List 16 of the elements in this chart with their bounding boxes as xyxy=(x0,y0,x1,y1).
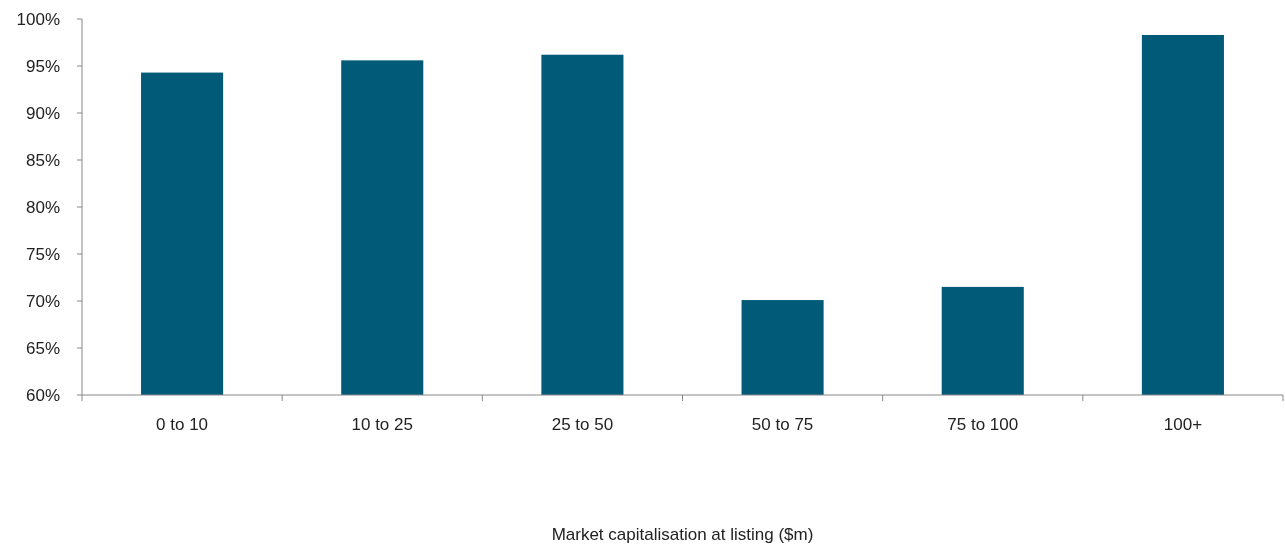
y-tick-label: 80% xyxy=(25,197,60,217)
y-tick-label: 90% xyxy=(25,103,60,123)
x-tick-label: 0 to 10 xyxy=(156,415,209,434)
x-tick-label: 25 to 50 xyxy=(551,415,614,434)
y-tick-label: 100% xyxy=(16,9,60,29)
y-tick-label: 95% xyxy=(25,56,60,76)
y-tick-label: 85% xyxy=(25,150,60,170)
y-tick-label: 75% xyxy=(25,244,60,264)
x-tick-label: 50 to 75 xyxy=(751,415,814,434)
text: Market capitalisation at listing ($m) xyxy=(551,525,814,544)
y-tick-label: 65% xyxy=(25,338,60,358)
x-tick-label: 75 to 100 xyxy=(947,415,1019,434)
x-tick-label: 100+ xyxy=(1163,415,1203,434)
x-tick-label: 10 to 25 xyxy=(351,415,413,434)
y-tick-label: 70% xyxy=(25,291,60,311)
y-tick-label: 60% xyxy=(25,385,60,405)
